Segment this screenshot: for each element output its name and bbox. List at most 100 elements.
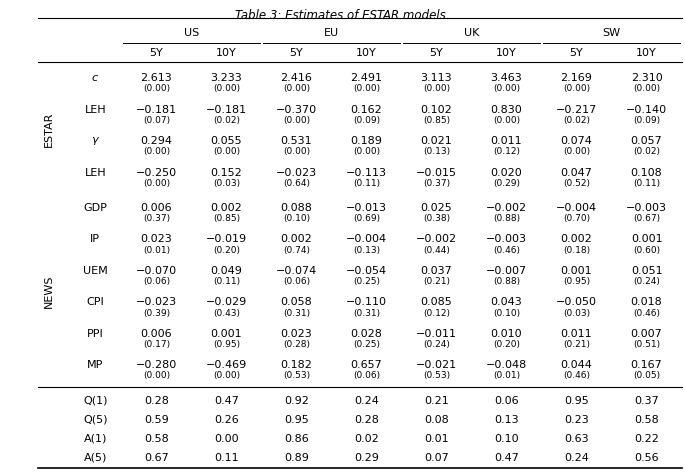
Text: (0.00): (0.00) — [213, 84, 240, 93]
Text: (0.46): (0.46) — [633, 308, 660, 317]
Text: (0.11): (0.11) — [353, 178, 380, 188]
Text: −0.003: −0.003 — [626, 202, 667, 212]
Text: 2.416: 2.416 — [280, 73, 312, 83]
Text: −0.113: −0.113 — [346, 167, 387, 177]
Text: 0.001: 0.001 — [631, 234, 662, 244]
Text: 0.010: 0.010 — [490, 328, 523, 338]
Text: 0.043: 0.043 — [490, 297, 523, 307]
Text: 0.025: 0.025 — [421, 202, 452, 212]
Text: EU: EU — [324, 29, 339, 38]
Text: US: US — [184, 29, 199, 38]
Text: (0.00): (0.00) — [213, 371, 240, 380]
Text: 0.531: 0.531 — [281, 136, 312, 146]
Text: (0.12): (0.12) — [423, 308, 450, 317]
Text: 0.085: 0.085 — [421, 297, 452, 307]
Text: (0.00): (0.00) — [143, 147, 170, 156]
Text: 10Y: 10Y — [636, 49, 657, 58]
Text: 0.92: 0.92 — [284, 395, 309, 405]
Text: 0.24: 0.24 — [564, 452, 589, 462]
Text: −0.048: −0.048 — [486, 359, 527, 369]
Text: −0.280: −0.280 — [136, 359, 177, 369]
Text: (0.25): (0.25) — [353, 339, 380, 348]
Text: 0.023: 0.023 — [140, 234, 172, 244]
Text: (0.17): (0.17) — [143, 339, 170, 348]
Text: (0.53): (0.53) — [283, 371, 310, 380]
Text: 0.89: 0.89 — [284, 452, 309, 462]
Text: (0.00): (0.00) — [563, 84, 590, 93]
Text: 0.07: 0.07 — [424, 452, 449, 462]
Text: 0.058: 0.058 — [281, 297, 312, 307]
Text: (0.43): (0.43) — [213, 308, 240, 317]
Text: −0.181: −0.181 — [136, 104, 177, 114]
Text: 2.169: 2.169 — [560, 73, 593, 83]
Text: −0.217: −0.217 — [556, 104, 597, 114]
Text: 0.152: 0.152 — [210, 167, 242, 177]
Text: (0.00): (0.00) — [143, 84, 170, 93]
Text: (0.02): (0.02) — [563, 116, 590, 125]
Text: (0.06): (0.06) — [143, 277, 170, 286]
Text: 0.023: 0.023 — [281, 328, 312, 338]
Text: (0.00): (0.00) — [353, 84, 380, 93]
Text: (0.53): (0.53) — [423, 371, 450, 380]
Text: 2.491: 2.491 — [351, 73, 382, 83]
Text: 0.08: 0.08 — [424, 414, 449, 424]
Text: (0.13): (0.13) — [353, 245, 380, 254]
Text: MP: MP — [87, 359, 103, 369]
Text: (0.85): (0.85) — [213, 214, 240, 223]
Text: 0.006: 0.006 — [140, 202, 172, 212]
Text: (0.00): (0.00) — [493, 84, 520, 93]
Text: −0.004: −0.004 — [346, 234, 387, 244]
Text: −0.011: −0.011 — [416, 328, 457, 338]
Text: (0.00): (0.00) — [143, 178, 170, 188]
Text: 0.007: 0.007 — [631, 328, 662, 338]
Text: (0.51): (0.51) — [633, 339, 660, 348]
Text: 0.047: 0.047 — [560, 167, 593, 177]
Text: (0.11): (0.11) — [213, 277, 240, 286]
Text: (0.38): (0.38) — [423, 214, 450, 223]
Text: (0.67): (0.67) — [633, 214, 660, 223]
Text: 0.47: 0.47 — [494, 452, 519, 462]
Text: 0.002: 0.002 — [210, 202, 242, 212]
Text: −0.021: −0.021 — [416, 359, 457, 369]
Text: NEWS: NEWS — [45, 274, 54, 307]
Text: 0.182: 0.182 — [280, 359, 312, 369]
Text: −0.023: −0.023 — [276, 167, 317, 177]
Text: 0.24: 0.24 — [354, 395, 379, 405]
Text: 0.167: 0.167 — [631, 359, 662, 369]
Text: 0.13: 0.13 — [494, 414, 519, 424]
Text: (0.01): (0.01) — [143, 245, 170, 254]
Text: −0.003: −0.003 — [486, 234, 527, 244]
Text: (0.64): (0.64) — [283, 178, 310, 188]
Text: 0.162: 0.162 — [351, 104, 382, 114]
Text: (0.00): (0.00) — [143, 371, 170, 380]
Text: (0.11): (0.11) — [633, 178, 660, 188]
Text: (0.95): (0.95) — [213, 339, 240, 348]
Text: (0.00): (0.00) — [283, 84, 310, 93]
Text: (0.31): (0.31) — [283, 308, 310, 317]
Text: (0.00): (0.00) — [493, 116, 520, 125]
Text: (0.00): (0.00) — [633, 84, 660, 93]
Text: 0.63: 0.63 — [564, 433, 589, 443]
Text: $\gamma$: $\gamma$ — [91, 135, 100, 147]
Text: 0.002: 0.002 — [281, 234, 312, 244]
Text: (0.00): (0.00) — [213, 147, 240, 156]
Text: (0.52): (0.52) — [563, 178, 590, 188]
Text: 0.67: 0.67 — [144, 452, 169, 462]
Text: (0.60): (0.60) — [633, 245, 660, 254]
Text: UEM: UEM — [83, 265, 108, 275]
Text: −0.019: −0.019 — [206, 234, 247, 244]
Text: 0.21: 0.21 — [424, 395, 449, 405]
Text: (0.02): (0.02) — [213, 116, 240, 125]
Text: 2.310: 2.310 — [631, 73, 662, 83]
Text: 0.26: 0.26 — [214, 414, 239, 424]
Text: (0.12): (0.12) — [493, 147, 520, 156]
Text: −0.074: −0.074 — [276, 265, 317, 275]
Text: (0.03): (0.03) — [563, 308, 590, 317]
Text: 0.58: 0.58 — [144, 433, 169, 443]
Text: (0.00): (0.00) — [283, 147, 310, 156]
Text: 0.002: 0.002 — [560, 234, 593, 244]
Text: 0.044: 0.044 — [560, 359, 593, 369]
Text: −0.070: −0.070 — [136, 265, 177, 275]
Text: 0.10: 0.10 — [494, 433, 519, 443]
Text: 5Y: 5Y — [429, 49, 443, 58]
